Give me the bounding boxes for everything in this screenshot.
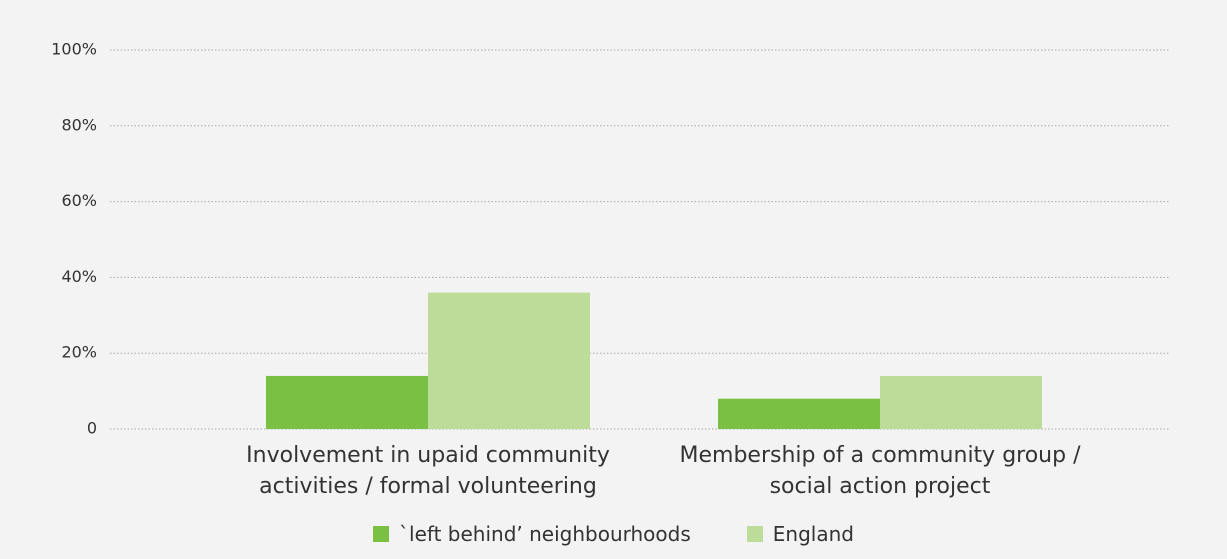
legend-item: England xyxy=(746,522,854,546)
legend-label: `left behind’ neighbourhoods xyxy=(399,522,691,546)
bar xyxy=(880,375,1042,429)
legend-swatch xyxy=(746,526,763,542)
legend-item: `left behind’ neighbourhoods xyxy=(373,522,691,546)
y-tick-label: 60% xyxy=(61,191,97,210)
y-tick-label: 20% xyxy=(61,343,97,362)
y-tick-label: 80% xyxy=(61,115,97,134)
legend: `left behind’ neighbourhoods England xyxy=(0,522,1227,546)
y-tick-label: 100% xyxy=(51,40,97,59)
x-tick-label: Involvement in upaid community activitie… xyxy=(246,443,610,499)
x-tick-label: Membership of a community group / social… xyxy=(679,443,1081,499)
y-tick-label: 40% xyxy=(61,267,97,286)
bar xyxy=(718,398,880,429)
bar xyxy=(266,375,428,429)
legend-swatch xyxy=(373,526,390,542)
y-tick-label: 0 xyxy=(87,419,97,438)
legend-label: England xyxy=(772,522,854,546)
bar xyxy=(428,292,590,429)
